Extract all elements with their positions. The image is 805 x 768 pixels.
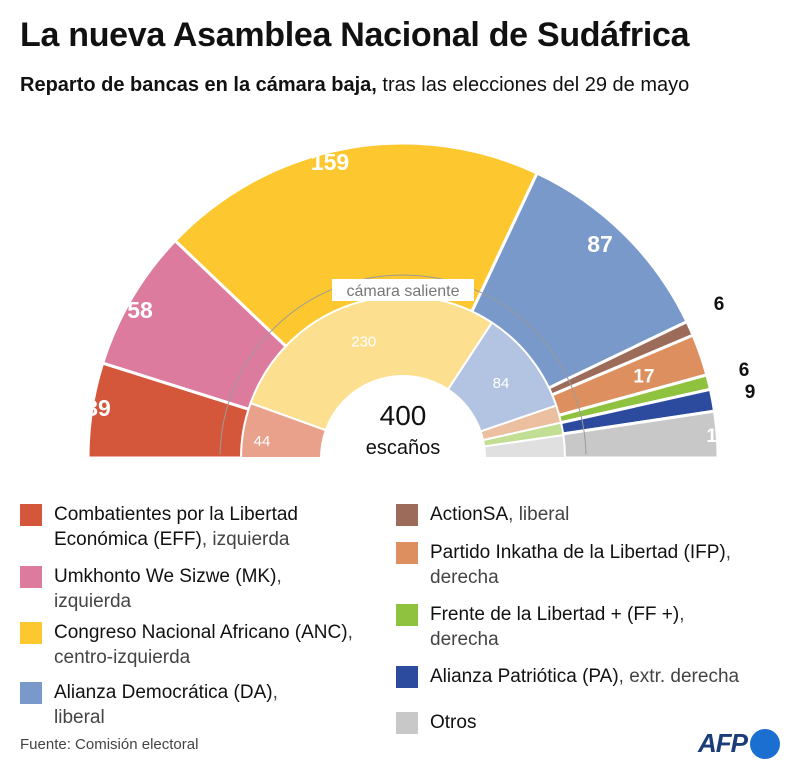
old-slice-otros: [483, 434, 567, 459]
legend-item-ifp: Partido Inkatha de la Libertad (IFP), de…: [396, 540, 770, 590]
outgoing-chamber-guide-arc: [219, 274, 587, 455]
subtitle-rest: tras las elecciones del 29 de mayo: [376, 74, 690, 96]
legend-item-ff: Frente de la Libertad + (FF +), derecha: [396, 602, 750, 652]
legend-label-anc: Congreso Nacional Africano (ANC): [54, 622, 348, 643]
legend-item-otros: Otros: [396, 710, 476, 735]
legend-label-otros: Otros: [430, 712, 477, 733]
legend-desc-ifp: , derecha: [430, 542, 731, 588]
source-note: Fuente: Comisión electoral: [20, 736, 199, 753]
outgoing-chamber-label: cámara saliente: [347, 283, 460, 300]
new-label-mk: 58: [127, 297, 153, 323]
legend-swatch-pa: [396, 666, 418, 688]
legend-label-eff: Combatientes por la Libertad Económica (…: [54, 504, 298, 550]
chart-title: La nueva Asamblea Nacional de Sudáfrica: [20, 16, 690, 54]
afp-logo-text: AFP: [698, 728, 748, 758]
legend-label-mk: Umkhonto We Sizwe (MK): [54, 566, 277, 587]
center-total-label: escaños: [366, 437, 441, 459]
legend-swatch-anc: [20, 622, 42, 644]
afp-logo: AFP: [698, 728, 780, 759]
legend-item-anc: Congreso Nacional Africano (ANC), centro…: [20, 620, 354, 670]
old-label-eff: 44: [254, 433, 271, 450]
legend-desc-ff: , derecha: [430, 604, 685, 650]
legend-desc-mk: , izquierda: [54, 566, 282, 612]
legend-desc-actionsa: , liberal: [508, 504, 570, 525]
outgoing-chamber-label-bg: [332, 279, 474, 301]
old-label-anc: 230: [351, 333, 376, 350]
new-label-pa: 9: [745, 382, 756, 403]
legend-label-pa: Alianza Patriótica (PA): [430, 666, 619, 687]
legend-swatch-actionsa: [396, 504, 418, 526]
old-slice-anc: [249, 294, 494, 432]
legend-swatch-eff: [20, 504, 42, 526]
new-label-ff: 6: [739, 360, 750, 381]
legend-swatch-ff: [396, 604, 418, 626]
legend-item-pa: Alianza Patriótica (PA), extr. derecha: [396, 664, 739, 689]
chart-subtitle: Reparto de bancas en la cámara baja, tra…: [20, 74, 689, 97]
new-label-da: 87: [587, 231, 613, 257]
legend-desc-eff: , izquierda: [201, 529, 290, 550]
legend-item-da: Alianza Democrática (DA), liberal: [20, 680, 314, 730]
new-label-eff: 39: [85, 395, 111, 421]
center-total-value: 400: [380, 400, 427, 431]
afp-logo-dot: [750, 728, 780, 759]
legend-item-eff: Combatientes por la Libertad Económica (…: [20, 502, 394, 552]
legend-label-ifp: Partido Inkatha de la Libertad (IFP): [430, 542, 726, 563]
legend-item-mk: Umkhonto We Sizwe (MK), izquierda: [20, 564, 354, 614]
legend-label-ff: Frente de la Libertad + (FF +): [430, 604, 680, 625]
legend-swatch-da: [20, 682, 42, 704]
legend-desc-pa: , extr. derecha: [618, 666, 740, 687]
legend-desc-anc: , centro-izquierda: [54, 622, 353, 668]
legend-swatch-otros: [396, 712, 418, 734]
new-label-ifp: 17: [633, 366, 654, 387]
subtitle-bold: Reparto de bancas en la cámara baja,: [20, 74, 377, 96]
legend-label-actionsa: ActionSA: [430, 504, 509, 525]
legend-label-da: Alianza Democrática (DA): [54, 682, 273, 703]
legend-swatch-ifp: [396, 542, 418, 564]
new-label-actionsa: 6: [714, 294, 725, 315]
legend-desc-da: , liberal: [54, 682, 278, 728]
new-label-anc: 159: [311, 149, 349, 175]
new-label-otros: 19: [706, 426, 727, 447]
legend-item-actionsa: ActionSA, liberal: [396, 502, 569, 527]
old-label-da: 84: [493, 375, 510, 392]
legend-swatch-mk: [20, 566, 42, 588]
